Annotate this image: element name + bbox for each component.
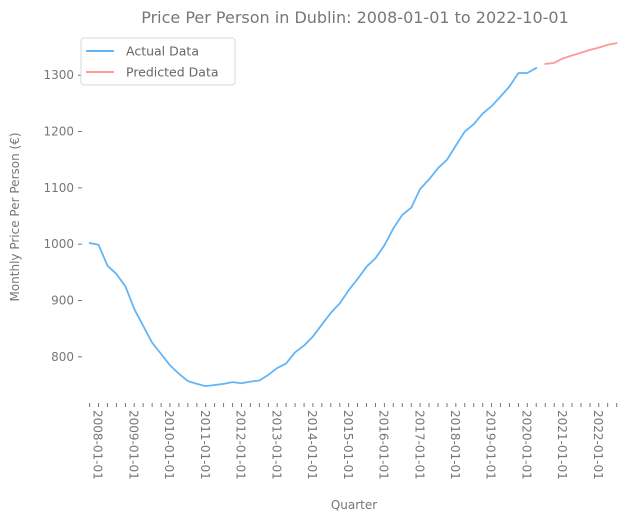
y-tick-label: 800 xyxy=(51,350,74,364)
x-tick-label: 2017-01-01 xyxy=(412,410,426,480)
x-tick-label: 2008-01-01 xyxy=(91,410,105,480)
y-axis: 800 900 1000 1100 1200 1300 xyxy=(43,68,82,364)
x-tick-label: 2016-01-01 xyxy=(377,410,391,480)
legend-label-predicted: Predicted Data xyxy=(126,65,219,80)
legend-label-actual: Actual Data xyxy=(126,44,199,59)
x-tick-label: 2018-01-01 xyxy=(448,410,462,480)
legend-frame xyxy=(80,37,236,86)
x-tick-label: 2021-01-01 xyxy=(555,410,569,480)
x-tick-label: 2020-01-01 xyxy=(519,410,533,480)
x-tick-label: 2012-01-01 xyxy=(234,410,248,480)
series-line-predicted xyxy=(544,42,618,65)
x-tick-label: 2009-01-01 xyxy=(126,410,140,480)
series-line-actual xyxy=(88,67,538,388)
y-tick-label: 1100 xyxy=(43,181,74,195)
x-tick-label: 2010-01-01 xyxy=(162,410,176,480)
x-axis-label: Quarter xyxy=(331,498,377,512)
x-tick-label: 2022-01-01 xyxy=(591,410,605,480)
y-tick-label: 900 xyxy=(51,294,74,308)
x-tick-label: 2015-01-01 xyxy=(341,410,355,480)
x-tick-label: 2011-01-01 xyxy=(198,410,212,480)
y-tick-label: 1300 xyxy=(43,68,74,82)
y-tick-label: 1000 xyxy=(43,237,74,251)
x-axis: 2008-01-01 2009-01-01 2010-01-01 2011-01-01… xyxy=(89,403,618,480)
y-axis-label: Monthly Price Per Person (€) xyxy=(8,132,22,301)
chart-title: Price Per Person in Dublin: 2008-01-01 t… xyxy=(141,8,569,27)
y-tick-label: 1200 xyxy=(43,125,74,139)
x-tick-label: 2014-01-01 xyxy=(305,410,319,480)
x-tick-label: 2019-01-01 xyxy=(484,410,498,480)
plot-area xyxy=(88,42,618,388)
legend: Actual Data Predicted Data xyxy=(80,37,236,86)
x-tick-label: 2013-01-01 xyxy=(269,410,283,480)
